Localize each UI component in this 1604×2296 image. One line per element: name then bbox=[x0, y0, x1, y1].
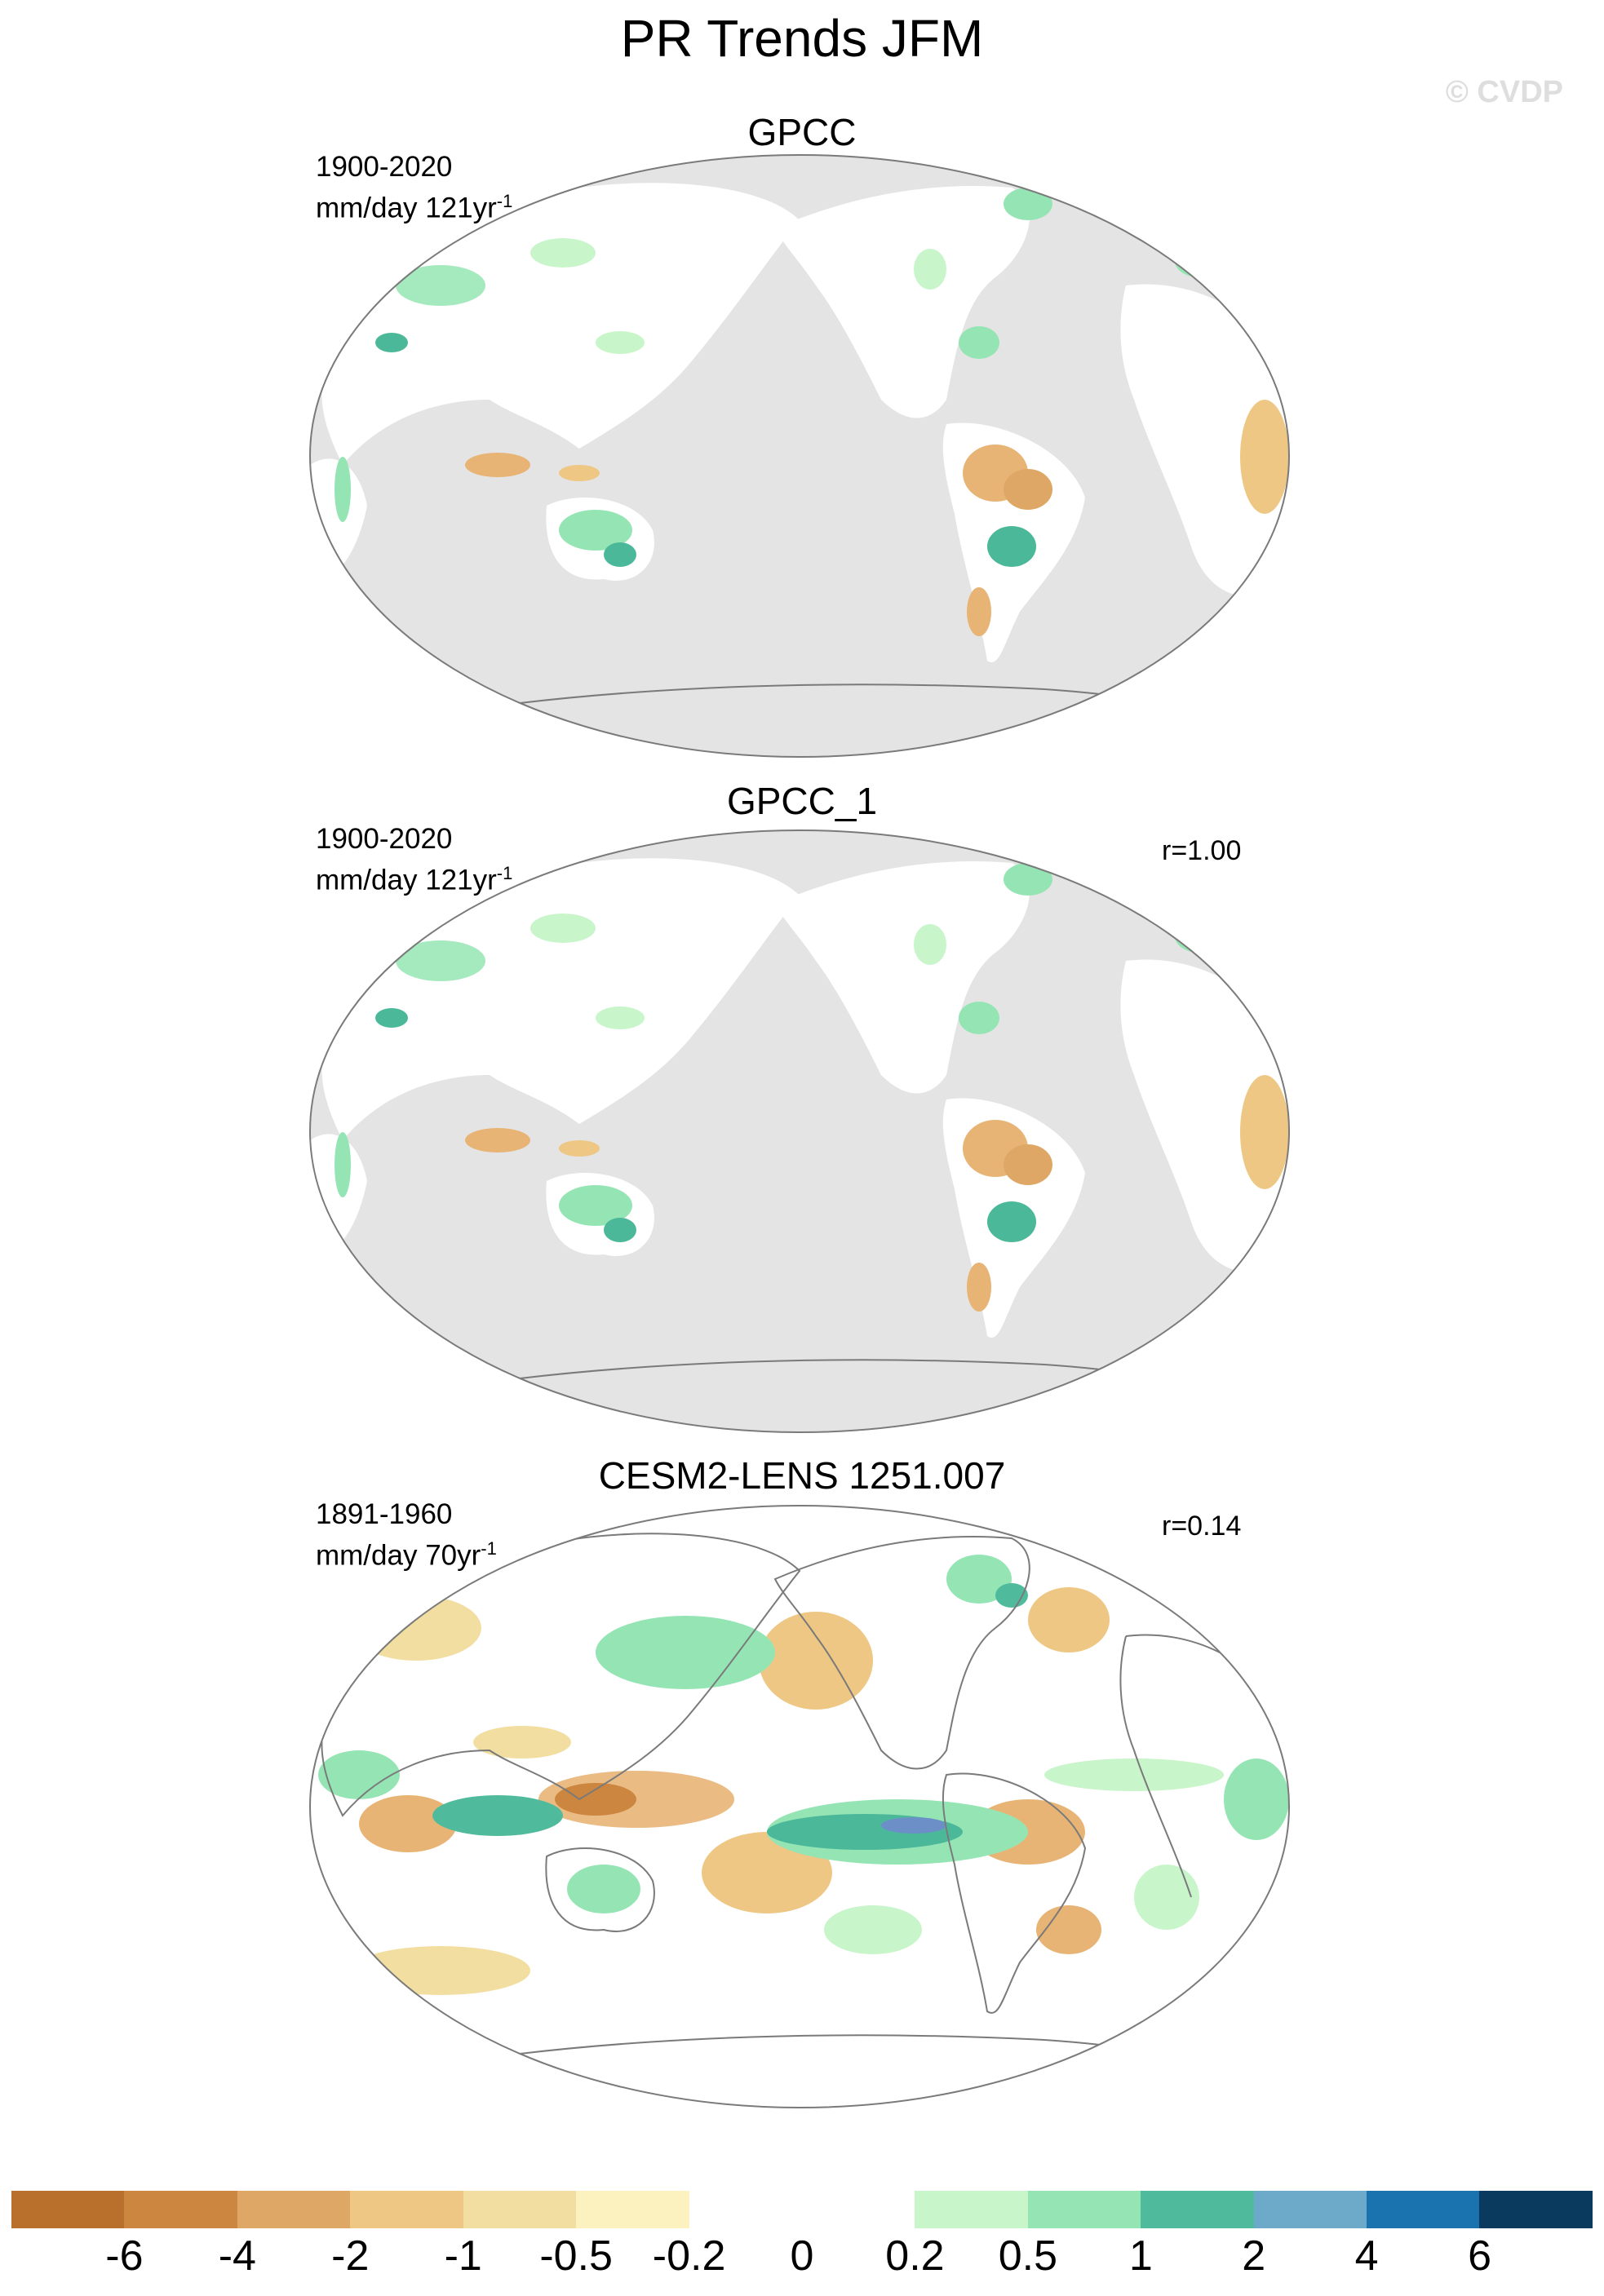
colorbar-swatch bbox=[463, 2191, 577, 2228]
colorbar-tick-label: -4 bbox=[218, 2232, 256, 2280]
panel-title: GPCC_1 bbox=[726, 780, 878, 822]
landmass-eurasia bbox=[321, 858, 800, 1140]
landmass-north-america bbox=[775, 186, 1030, 418]
correlation-label: r=0.14 bbox=[1162, 1511, 1242, 1542]
period-label: 1891-1960 bbox=[316, 1498, 453, 1530]
figure-title: PR Trends JFM bbox=[620, 9, 984, 68]
colorbar-swatch bbox=[11, 2191, 125, 2228]
period-label: 1900-2020 bbox=[316, 823, 453, 855]
colorbar-swatch bbox=[1141, 2191, 1254, 2228]
colorbar-swatch bbox=[1253, 2191, 1367, 2228]
colorbar-tick-label: 4 bbox=[1354, 2232, 1379, 2280]
landmass-antarctica bbox=[310, 1359, 1289, 1432]
colorbar-swatch bbox=[1367, 2191, 1480, 2228]
units-label: mm/day 121yr-1 bbox=[316, 191, 513, 224]
colorbar-tick-label: 0.5 bbox=[998, 2232, 1057, 2280]
period-label: 1900-2020 bbox=[316, 151, 453, 183]
map-gpcc-1 bbox=[309, 829, 1290, 1433]
colorbar-swatch bbox=[1479, 2191, 1593, 2228]
panel-title: CESM2-LENS 1251.007 bbox=[598, 1454, 1006, 1497]
colorbar-swatch bbox=[350, 2191, 463, 2228]
colorbar-tick-label: -0.5 bbox=[539, 2232, 613, 2280]
colorbar-swatch bbox=[1027, 2191, 1141, 2228]
map-border bbox=[309, 829, 1290, 1433]
map-border bbox=[309, 1505, 1290, 2108]
ocean bbox=[310, 1506, 1289, 2108]
map-border bbox=[309, 154, 1290, 758]
cvdp-watermark: © CVDP bbox=[1445, 75, 1563, 109]
colorbar-tick-label: 1 bbox=[1128, 2232, 1153, 2280]
panel-meta: 1900-2020 mm/day 121yr-1 bbox=[316, 822, 512, 898]
units-label: mm/day 121yr-1 bbox=[316, 863, 513, 896]
colorbar-tick-label: -6 bbox=[105, 2232, 144, 2280]
correlation-label: r=1.00 bbox=[1162, 835, 1242, 866]
colorbar-tick-label: -1 bbox=[444, 2232, 482, 2280]
colorbar bbox=[11, 2191, 1593, 2228]
map-gpcc bbox=[309, 154, 1290, 758]
landmass-africa-east bbox=[1120, 284, 1289, 596]
panel-title: GPCC bbox=[747, 111, 857, 153]
colorbar-tick-label: 0 bbox=[790, 2232, 814, 2280]
panel-meta: 1900-2020 mm/day 121yr-1 bbox=[316, 150, 512, 226]
panel-meta: 1891-1960 mm/day 70yr-1 bbox=[316, 1497, 497, 1573]
landmass-eurasia bbox=[321, 183, 800, 466]
colorbar-swatch bbox=[124, 2191, 237, 2228]
colorbar-swatch bbox=[915, 2191, 1028, 2228]
colorbar-tick-label: -2 bbox=[331, 2232, 370, 2280]
colorbar-swatch bbox=[801, 2191, 915, 2228]
colorbar-swatch bbox=[689, 2191, 802, 2228]
trend-patches bbox=[335, 863, 1289, 1312]
colorbar-swatch bbox=[576, 2191, 689, 2228]
colorbar-tick-label: 6 bbox=[1468, 2232, 1492, 2280]
landmass-antarctica bbox=[310, 683, 1289, 757]
colorbar-swatch bbox=[237, 2191, 351, 2228]
landmass-north-america bbox=[775, 861, 1030, 1094]
map-cesm2-lens bbox=[309, 1505, 1290, 2108]
colorbar-tick-label: 2 bbox=[1242, 2232, 1266, 2280]
trend-patches bbox=[318, 1555, 1289, 1995]
colorbar-tick-label: 0.2 bbox=[885, 2232, 945, 2280]
colorbar-ticks: -6 -4 -2 -1 -0.5 -0.2 0 0.2 0.5 1 2 4 6 bbox=[11, 2232, 1593, 2281]
landmass-africa-east bbox=[1120, 959, 1289, 1272]
units-label: mm/day 70yr-1 bbox=[316, 1538, 497, 1572]
colorbar-tick-label: -0.2 bbox=[652, 2232, 726, 2280]
